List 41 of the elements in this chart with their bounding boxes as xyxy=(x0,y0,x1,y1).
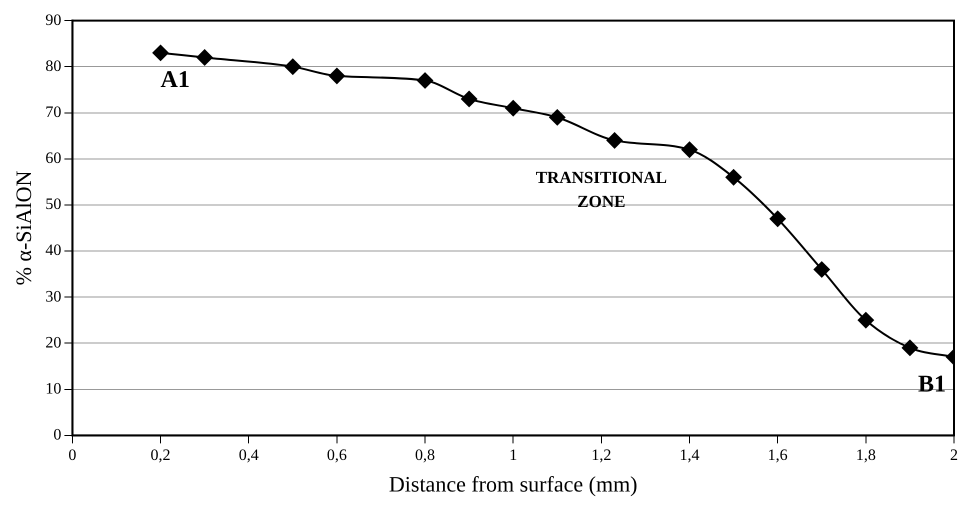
x-tick-label: 1,6 xyxy=(768,447,788,464)
x-tick-label: 0,2 xyxy=(150,447,171,464)
x-tick-label: 0 xyxy=(68,447,76,464)
point xyxy=(770,210,786,227)
y-tick-label: 20 xyxy=(45,334,62,352)
point xyxy=(682,142,698,158)
point xyxy=(814,261,830,278)
point xyxy=(549,109,566,126)
point xyxy=(417,72,434,89)
y-tick-label: 10 xyxy=(45,380,62,398)
x-tick-label: 1,2 xyxy=(591,447,612,464)
y-tick-label: 0 xyxy=(53,426,62,444)
point xyxy=(284,58,301,75)
x-tick-label: 1,8 xyxy=(856,447,876,464)
point xyxy=(461,90,478,107)
point xyxy=(902,340,918,356)
y-tick-label: 80 xyxy=(45,58,62,75)
x-tick-label: 0,6 xyxy=(326,447,347,464)
point xyxy=(505,100,522,116)
point xyxy=(196,49,213,66)
point xyxy=(858,312,874,328)
y-tick-label: 60 xyxy=(45,150,62,168)
point xyxy=(606,132,623,148)
x-tick-label: 2 xyxy=(950,447,958,464)
x-tick-label: 0,4 xyxy=(238,447,259,464)
point xyxy=(152,44,169,61)
x-tick-label: 0,8 xyxy=(415,447,436,464)
annotation: B1 xyxy=(918,371,946,398)
y-tick-label: 30 xyxy=(45,288,62,306)
annotation: TRANSITIONAL ZONE xyxy=(536,168,668,212)
x-tick-label: 1,4 xyxy=(680,447,700,464)
y-tick-label: 70 xyxy=(45,104,62,121)
annotation: A1 xyxy=(160,67,190,94)
x-tick-label: 1 xyxy=(509,447,518,464)
y-tick-label: 50 xyxy=(45,196,62,214)
point xyxy=(328,68,345,84)
y-axis-title: % α-SiAlON xyxy=(10,170,36,286)
point xyxy=(726,169,742,186)
y-tick-label: 40 xyxy=(45,242,62,260)
y-tick-label: 90 xyxy=(45,12,62,29)
x-axis-title: Distance from surface (mm) xyxy=(388,472,638,497)
